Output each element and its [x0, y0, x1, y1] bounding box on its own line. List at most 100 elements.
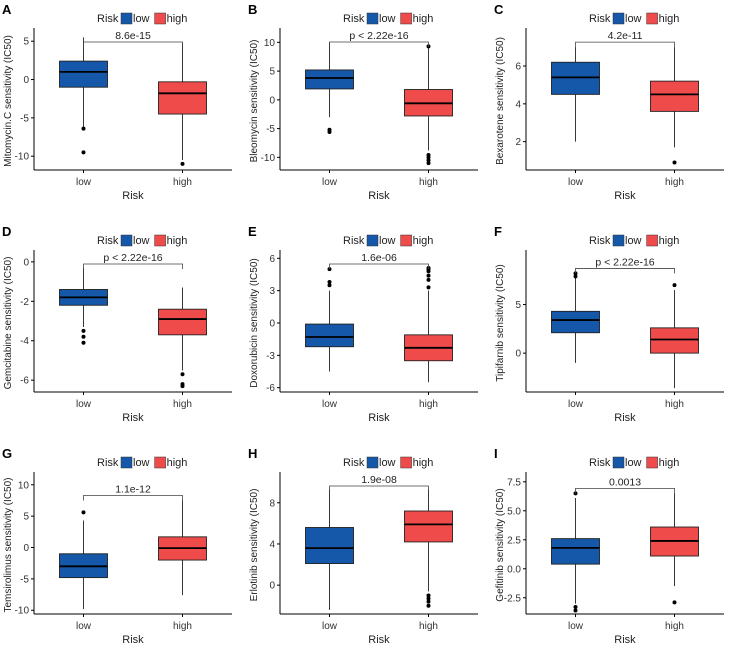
x-tick-label-low: low — [76, 621, 92, 632]
iqr-box — [650, 327, 699, 354]
box-high — [404, 489, 453, 608]
x-tick-label-high: high — [665, 621, 684, 632]
outlier-point — [426, 596, 431, 601]
y-tick-label: 0.0 — [507, 564, 521, 575]
x-tick-label-low: low — [76, 177, 92, 188]
panel-g: G Risk low high -10 -5 0 5 10 Temsirolimus sensit… — [2, 446, 232, 646]
x-tick-label-low: low — [322, 399, 338, 410]
x-tick-label-low: low — [76, 399, 92, 410]
x-tick-label-high: high — [665, 177, 684, 188]
y-tick-label: 5 — [23, 37, 29, 48]
box-low — [551, 491, 600, 613]
x-tick-label-high: high — [665, 399, 684, 410]
y-tick-label: 10 — [18, 480, 30, 491]
panel-letter: B — [248, 2, 257, 17]
legend-key-high — [154, 12, 166, 25]
legend-label-low: low — [379, 457, 396, 469]
significance-bracket — [575, 268, 675, 274]
legend-key-low — [120, 12, 133, 25]
outlier-point — [573, 608, 578, 613]
legend-title: Risk — [343, 235, 365, 247]
p-value: 1.9e-08 — [361, 474, 397, 486]
p-value: 1.6e-06 — [361, 252, 397, 264]
x-axis-title: Risk — [122, 412, 144, 424]
y-tick-label: -6 — [20, 376, 29, 387]
legend: Risk low high — [97, 12, 187, 25]
y-tick-label: -2.5 — [504, 593, 522, 604]
y-tick-label: 2.5 — [507, 535, 521, 546]
x-tick-label-low: low — [322, 621, 338, 632]
panel-letter: I — [494, 446, 498, 461]
box-low — [59, 510, 108, 609]
y-tick-label: 4 — [269, 539, 275, 550]
outlier-point — [573, 274, 578, 279]
iqr-box — [551, 310, 600, 334]
legend-key-low — [366, 12, 379, 25]
legend-label-low: low — [625, 235, 642, 247]
significance-bracket — [83, 495, 183, 501]
legend: Risk low high — [97, 456, 188, 469]
legend-key-low — [366, 456, 379, 469]
x-tick-label-low: low — [568, 177, 584, 188]
outlier-point — [672, 283, 677, 288]
y-tick-label: 10 — [264, 38, 276, 49]
panel-letter: C — [494, 2, 504, 17]
x-tick-label-low: low — [568, 621, 584, 632]
box-low — [305, 267, 354, 372]
y-tick-label: -5 — [266, 124, 275, 135]
legend-key-low — [366, 234, 379, 247]
panel-e: E Risk low high -6 -3 0 3 6 Doxorubicin sensitivi… — [248, 224, 478, 424]
p-value: p < 2.22e-16 — [103, 252, 162, 264]
outlier-point — [327, 130, 332, 135]
outlier-point — [426, 155, 431, 160]
panel-letter: F — [494, 224, 502, 239]
panel-h: H Risk low high 0 4 8 Erlotinib sensitivity (IC… — [248, 446, 478, 646]
box-high — [158, 287, 207, 389]
legend-key-high — [400, 456, 412, 469]
y-axis-label: Erlotinib sensitivity (IC50) — [249, 489, 260, 602]
iqr-box — [158, 81, 207, 115]
significance-bracket — [575, 487, 675, 494]
significance-bracket — [329, 485, 429, 491]
legend-key-high — [400, 12, 412, 25]
legend-label-high: high — [167, 457, 188, 469]
legend-key-low — [612, 456, 625, 469]
legend-label-low: low — [379, 235, 396, 247]
legend-title: Risk — [589, 13, 611, 25]
legend: Risk low high — [343, 456, 433, 469]
y-tick-label: -2 — [20, 297, 29, 308]
x-axis-title: Risk — [368, 190, 390, 202]
legend-key-high — [154, 234, 166, 247]
legend: Risk low high — [343, 234, 433, 247]
y-tick-label: 5 — [515, 300, 521, 311]
outlier-point — [672, 160, 677, 165]
legend-key-low — [120, 456, 133, 469]
panel-letter: G — [2, 446, 12, 461]
legend-key-high — [646, 234, 658, 247]
x-tick-label-high: high — [173, 399, 192, 410]
legend: Risk low high — [589, 234, 679, 247]
y-tick-label: -10 — [261, 153, 276, 164]
legend-label-high: high — [659, 13, 680, 25]
y-tick-label: 3 — [269, 286, 275, 297]
legend-label-high: high — [659, 457, 680, 469]
legend-key-high — [400, 234, 412, 247]
box-high — [158, 500, 207, 596]
box-low — [305, 42, 354, 135]
legend-key-low — [612, 12, 625, 25]
y-tick-label: 0 — [23, 543, 29, 554]
outlier-point — [327, 267, 332, 272]
outlier-point — [426, 277, 431, 282]
outlier-point — [573, 605, 578, 610]
y-tick-label: 0 — [269, 319, 275, 330]
legend-key-high — [154, 456, 166, 469]
x-axis-title: Risk — [122, 634, 144, 646]
legend-key-high — [646, 12, 658, 25]
panel-d: D Risk low high -6 -4 -2 0 Gemcitabine sensitivi… — [2, 224, 232, 424]
outlier-point — [180, 384, 185, 389]
legend-key-high — [646, 456, 658, 469]
y-tick-label: -10 — [15, 152, 30, 163]
y-tick-label: 0 — [23, 257, 29, 268]
legend-label-low: low — [379, 13, 396, 25]
iqr-box — [59, 60, 108, 88]
